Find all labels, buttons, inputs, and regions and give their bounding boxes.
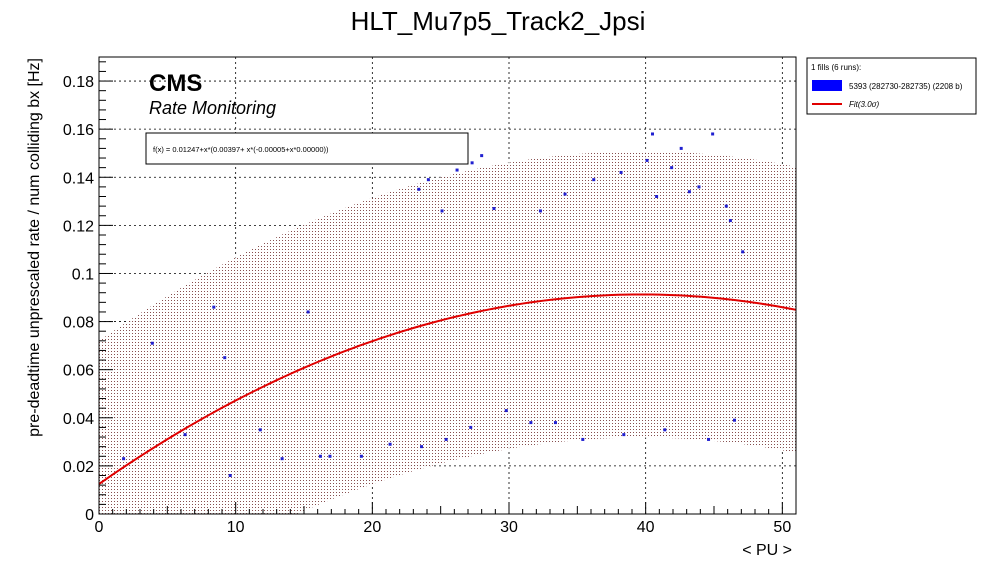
fit-formula-text: f(x) = 0.01247+x*(0.00397+ x*(-0.00005+x…: [153, 145, 329, 154]
data-point: [741, 250, 745, 254]
plot-frame: [98, 56, 797, 515]
data-point: [529, 421, 533, 425]
data-point: [223, 356, 227, 360]
fit-band: [99, 151, 796, 514]
legend-header: 1 fills (6 runs):: [811, 63, 861, 72]
data-point: [733, 418, 736, 422]
y-tick-label: 0.1: [72, 266, 94, 283]
data-point: [280, 457, 284, 461]
x-axis-title: < PU >: [742, 542, 792, 559]
data-point: [359, 454, 363, 458]
data-point: [707, 437, 711, 441]
legend: 1 fills (6 runs): 5393 (282730-282735) (…: [806, 57, 977, 115]
x-tick-label: 50: [773, 519, 791, 536]
data-point: [183, 433, 187, 437]
data-point: [318, 454, 322, 458]
data-point: [122, 457, 126, 461]
data-point: [622, 433, 626, 437]
y-tick-label: 0.06: [63, 363, 94, 380]
chart-title: HLT_Mu7p5_Track2_Jpsi: [351, 6, 646, 36]
data-point: [663, 428, 667, 432]
fit-curve: [98, 293, 797, 485]
data-point: [469, 425, 473, 429]
legend-data-swatch: [812, 80, 842, 91]
data-point: [728, 219, 732, 223]
data-point: [492, 207, 496, 211]
data-point: [645, 158, 649, 162]
x-tick-label: 30: [500, 519, 518, 536]
y-tick-label: 0.16: [63, 122, 94, 139]
data-point: [440, 209, 444, 213]
x-tick-label: 0: [95, 519, 104, 536]
data-point: [581, 437, 585, 441]
data-point: [651, 132, 654, 136]
x-tick-label: 20: [363, 519, 381, 536]
data-point: [670, 166, 674, 170]
data-point: [426, 178, 430, 182]
axes: 0 10 20 30 40 50 0 0.02 0.04 0.06 0.08 0.1 0.12 0.14 0…: [63, 61, 791, 536]
data-point: [420, 445, 424, 449]
y-tick-label: 0.12: [63, 218, 94, 235]
data-points: [122, 132, 745, 478]
data-point: [679, 146, 683, 150]
data-point: [306, 310, 310, 314]
legend-fit-label: Fit(3.0σ): [849, 100, 879, 109]
data-point: [655, 195, 659, 199]
y-tick-label: 0.02: [63, 459, 94, 476]
data-point: [328, 454, 332, 458]
y-tick-label: 0.14: [63, 170, 94, 187]
data-point: [724, 204, 728, 208]
x-tick-label: 40: [637, 519, 655, 536]
data-point: [504, 409, 508, 413]
rate-monitoring-label: Rate Monitoring: [149, 98, 276, 118]
data-point: [444, 437, 448, 441]
legend-data-label: 5393 (282730-282735) (2208 b): [849, 82, 963, 91]
data-point: [697, 185, 701, 189]
data-point: [711, 132, 715, 136]
data-point: [417, 187, 421, 191]
cms-label: CMS: [149, 70, 202, 97]
data-point: [592, 178, 596, 182]
data-point: [563, 192, 567, 196]
y-tick-label: 0.18: [63, 74, 94, 91]
y-tick-label: 0: [85, 507, 94, 524]
fit-formula-box: [145, 132, 469, 165]
data-point: [538, 209, 542, 213]
data-point: [212, 305, 216, 309]
data-point: [687, 190, 691, 194]
y-tick-label: 0.04: [63, 411, 94, 428]
data-point: [619, 170, 623, 174]
data-point: [470, 161, 474, 165]
data-point: [150, 341, 154, 345]
x-tick-label: 10: [227, 519, 245, 536]
y-tick-label: 0.08: [63, 315, 94, 332]
data-point: [455, 168, 459, 172]
data-point: [553, 421, 557, 425]
data-point: [258, 428, 262, 432]
data-point: [480, 154, 484, 158]
data-point: [228, 474, 232, 478]
data-point: [388, 442, 392, 446]
y-axis-title: pre-deadtime unprescaled rate / num coll…: [26, 58, 43, 437]
